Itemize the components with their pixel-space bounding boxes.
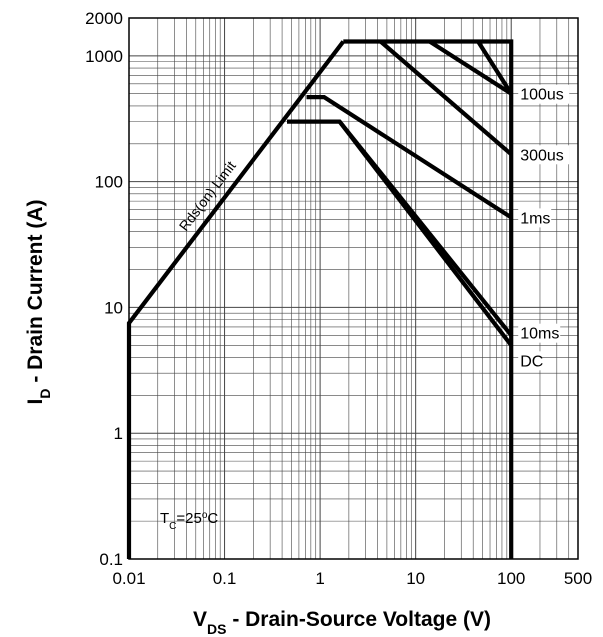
y-tick-label: 1 [114,424,123,443]
soa-curve-100us [343,39,514,559]
series-label-1ms: 1ms [520,210,550,227]
plot-frame [128,17,579,560]
tc-degree: o [202,510,208,521]
series-label-10ms: 10ms [520,326,559,343]
x-title-sub: DS [207,621,226,637]
tc-sub: C [169,521,176,532]
tc-unit: C [207,510,218,527]
series-label-bg [518,323,561,343]
y-tick-label: 2000 [85,9,123,28]
series-labels: 100us 300us 1ms 10ms DC [518,84,570,371]
grid [128,17,579,560]
soa-curve-DC [337,120,513,347]
soa-curve-300us [379,39,513,156]
y-title-main: I [24,399,47,405]
series-label-DC: DC [520,353,543,370]
soa-curve-100us [476,40,513,95]
series-label-bg [518,351,543,371]
x-tick-label: 0.1 [213,569,237,588]
x-title-main: V [193,608,207,631]
x-tick-label: 10 [406,569,425,588]
series-label-100us: 100us [520,87,564,104]
series-label-300us: 300us [520,147,564,164]
x-axis-title: VDS - Drain-Source Voltage (V) [193,608,491,637]
tc-value: =25 [176,510,201,527]
y-title-sub: D [37,389,53,399]
x-tick-label: 1 [315,569,324,588]
x-tick-label: 100 [497,569,525,588]
x-tick-label: 500 [564,569,592,588]
y-axis-title: ID - Drain Current (A) [24,200,53,405]
x-tick-label: 0.01 [112,569,145,588]
y-title-rest: - Drain Current (A) [24,200,47,389]
series-label-bg [518,145,570,165]
rds-limit-line [126,40,345,559]
curves [126,39,514,559]
y-tick-label: 0.1 [99,550,123,569]
temperature-annotation: TC=25oC [160,510,218,532]
y-tick-label: 1000 [85,47,123,66]
tc-main: T [160,510,169,527]
series-label-bg [518,84,570,104]
soa-curve-1ms [306,94,513,220]
y-tick-label: 10 [104,298,123,317]
y-tick-label: 100 [95,173,123,192]
x-title-rest: - Drain-Source Voltage (V) [226,608,490,631]
soa-curve-100us [428,39,513,96]
series-label-bg [518,208,552,228]
